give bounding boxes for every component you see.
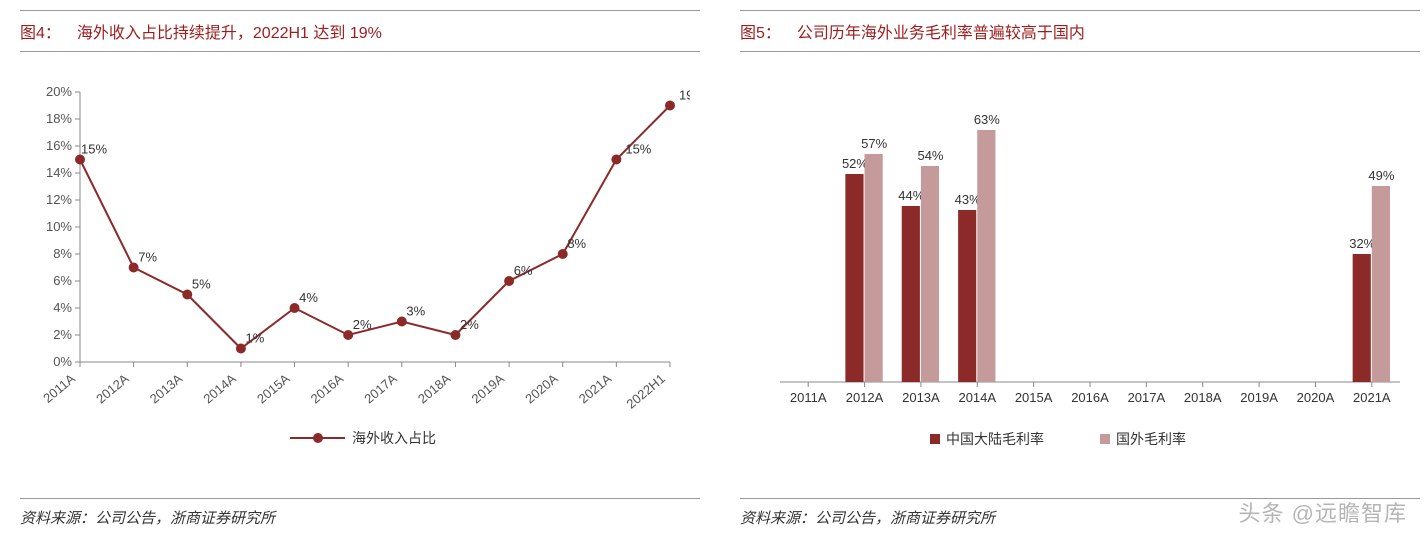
svg-text:2%: 2%	[460, 317, 479, 332]
svg-text:2018A: 2018A	[1184, 390, 1222, 405]
left-source: 资料来源：公司公告，浙商证券研究所	[20, 498, 700, 536]
svg-text:2018A: 2018A	[415, 371, 454, 407]
svg-text:2012A: 2012A	[93, 371, 132, 407]
svg-text:19%: 19%	[679, 88, 690, 103]
left-chart-area: 0% 2% 4% 6% 8% 10% 12% 14% 16% 18% 20% 2011A 2012A 20…	[20, 52, 700, 498]
svg-text:2014A: 2014A	[200, 371, 239, 407]
svg-text:8%: 8%	[53, 246, 72, 261]
svg-text:2%: 2%	[353, 317, 372, 332]
svg-text:2019A: 2019A	[1240, 390, 1278, 405]
svg-text:2017A: 2017A	[361, 371, 400, 407]
svg-text:10%: 10%	[46, 219, 72, 234]
svg-text:54%: 54%	[917, 148, 943, 163]
svg-text:1%: 1%	[246, 331, 265, 346]
svg-text:2016A: 2016A	[1071, 390, 1109, 405]
svg-text:2014A: 2014A	[958, 390, 996, 405]
svg-text:2019A: 2019A	[469, 371, 508, 407]
svg-text:2021A: 2021A	[1353, 390, 1391, 405]
svg-text:5%: 5%	[192, 277, 211, 292]
svg-text:18%: 18%	[46, 111, 72, 126]
svg-text:2016A: 2016A	[308, 371, 347, 407]
svg-text:2012A: 2012A	[846, 390, 884, 405]
svg-text:14%: 14%	[46, 165, 72, 180]
svg-text:15%: 15%	[81, 142, 107, 157]
svg-text:57%: 57%	[861, 136, 887, 151]
right-chart-area: 2011A 2012A 2013A 2014A 2015A 2016A 2017A 2018A…	[740, 52, 1420, 498]
svg-text:4%: 4%	[299, 290, 318, 305]
svg-text:2015A: 2015A	[254, 371, 293, 407]
bar-chart: 2011A 2012A 2013A 2014A 2015A 2016A 2017A 2018A…	[750, 72, 1410, 462]
svg-text:52%: 52%	[842, 156, 868, 171]
svg-text:16%: 16%	[46, 138, 72, 153]
svg-text:国外毛利率: 国外毛利率	[1116, 431, 1186, 447]
svg-text:2017A: 2017A	[1128, 390, 1166, 405]
svg-text:2%: 2%	[53, 327, 72, 342]
svg-text:2013A: 2013A	[902, 390, 940, 405]
line-chart: 0% 2% 4% 6% 8% 10% 12% 14% 16% 18% 20% 2011A 2012A 20…	[30, 72, 690, 462]
svg-text:4%: 4%	[53, 300, 72, 315]
svg-text:15%: 15%	[625, 142, 651, 157]
svg-text:2011A: 2011A	[40, 371, 78, 406]
svg-text:中国大陆毛利率: 中国大陆毛利率	[946, 431, 1044, 447]
right-title: 公司历年海外业务毛利率普遍较高于国内	[797, 19, 1085, 43]
svg-text:7%: 7%	[138, 250, 157, 265]
left-title-prefix: 图4：	[20, 19, 61, 43]
left-panel: 图4： 海外收入占比持续提升，2022H1 达到 19% 0% 2% 4% 6% 8% 1…	[20, 10, 700, 536]
right-panel: 图5： 公司历年海外业务毛利率普遍较高于国内 2011A2012A2013A20…	[740, 10, 1420, 536]
svg-text:8%: 8%	[567, 236, 586, 251]
svg-text:43%: 43%	[955, 192, 981, 207]
svg-text:2011A: 2011A	[790, 390, 827, 405]
svg-text:0%: 0%	[53, 354, 72, 369]
right-title-row: 图5： 公司历年海外业务毛利率普遍较高于国内	[740, 10, 1420, 52]
svg-text:海外收入占比: 海外收入占比	[352, 430, 436, 446]
svg-text:49%: 49%	[1368, 168, 1394, 183]
svg-text:2013A: 2013A	[147, 371, 186, 407]
svg-text:44%: 44%	[898, 188, 924, 203]
svg-text:2020A: 2020A	[522, 371, 561, 407]
svg-text:2015A: 2015A	[1015, 390, 1053, 405]
svg-text:6%: 6%	[514, 263, 533, 278]
right-title-prefix: 图5：	[740, 19, 781, 43]
svg-text:3%: 3%	[406, 304, 425, 319]
left-title: 海外收入占比持续提升，2022H1 达到 19%	[77, 19, 382, 43]
svg-text:2021A: 2021A	[576, 371, 615, 407]
svg-text:2022H1: 2022H1	[623, 371, 668, 412]
svg-text:20%: 20%	[46, 84, 72, 99]
right-source: 资料来源：公司公告，浙商证券研究所	[740, 498, 1420, 536]
svg-text:6%: 6%	[53, 273, 72, 288]
svg-text:12%: 12%	[46, 192, 72, 207]
left-title-row: 图4： 海外收入占比持续提升，2022H1 达到 19%	[20, 10, 700, 52]
svg-text:63%: 63%	[974, 112, 1000, 127]
svg-text:32%: 32%	[1349, 236, 1375, 251]
svg-text:2020A: 2020A	[1297, 390, 1335, 405]
